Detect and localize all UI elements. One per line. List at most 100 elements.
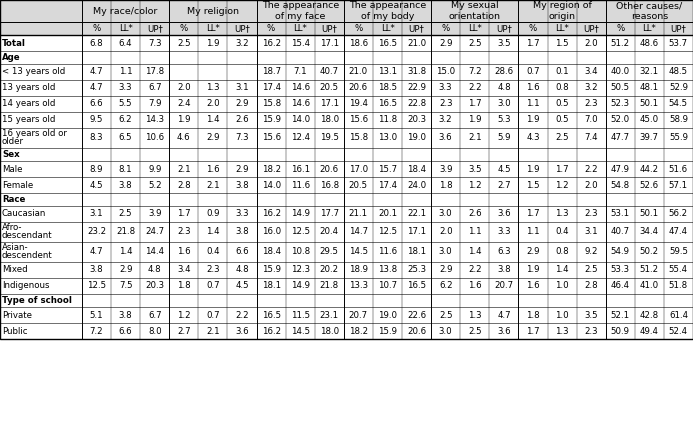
Text: 3.6: 3.6: [439, 133, 453, 142]
Bar: [431, 177, 518, 193]
Text: UP†: UP†: [584, 24, 599, 33]
Bar: [256, 128, 344, 148]
Text: %: %: [179, 24, 188, 33]
Text: 7.9: 7.9: [148, 100, 161, 109]
Bar: [606, 112, 693, 128]
Bar: [606, 128, 693, 148]
Bar: [0, 112, 82, 128]
Bar: [0, 0, 82, 22]
Bar: [169, 148, 256, 161]
Text: 25.3: 25.3: [407, 265, 426, 275]
Text: 2.9: 2.9: [439, 39, 453, 48]
Text: 2.1: 2.1: [177, 165, 191, 174]
Bar: [82, 278, 169, 294]
Text: 12.5: 12.5: [378, 227, 397, 236]
Text: 1.7: 1.7: [526, 39, 540, 48]
Text: 3.0: 3.0: [439, 248, 453, 256]
Text: 51.6: 51.6: [669, 165, 688, 174]
Text: 21.8: 21.8: [319, 281, 339, 291]
Text: 19.4: 19.4: [349, 100, 368, 109]
Text: 2.3: 2.3: [439, 100, 453, 109]
Bar: [547, 22, 577, 35]
Text: 18.6: 18.6: [349, 39, 368, 48]
Text: 6.7: 6.7: [148, 310, 161, 320]
Text: 15.6: 15.6: [261, 133, 281, 142]
Text: 10.8: 10.8: [290, 248, 310, 256]
Text: 5.9: 5.9: [497, 133, 511, 142]
Bar: [82, 112, 169, 128]
Text: 1.4: 1.4: [468, 248, 482, 256]
Text: 15.8: 15.8: [349, 133, 368, 142]
Text: 15.0: 15.0: [436, 68, 455, 77]
Text: 16.5: 16.5: [378, 100, 397, 109]
Text: 23.2: 23.2: [87, 227, 106, 236]
Bar: [0, 307, 82, 323]
Text: 52.0: 52.0: [611, 116, 630, 125]
Bar: [518, 112, 606, 128]
Text: 3.1: 3.1: [89, 210, 103, 219]
Text: < 13 years old: < 13 years old: [2, 68, 65, 77]
Text: 3.8: 3.8: [119, 181, 132, 190]
Text: 0.4: 0.4: [555, 227, 569, 236]
Text: 1.2: 1.2: [555, 181, 569, 190]
Bar: [606, 307, 693, 323]
Bar: [518, 323, 606, 339]
Text: 55.4: 55.4: [669, 265, 688, 275]
Bar: [344, 177, 431, 193]
Bar: [169, 128, 256, 148]
Text: 17.8: 17.8: [145, 68, 164, 77]
Bar: [82, 148, 169, 161]
Bar: [344, 96, 431, 112]
Bar: [431, 242, 518, 262]
Bar: [256, 278, 344, 294]
Bar: [0, 294, 82, 307]
Text: 2.0: 2.0: [584, 181, 598, 190]
Bar: [431, 64, 518, 80]
Bar: [0, 161, 82, 177]
Bar: [606, 148, 693, 161]
Bar: [82, 0, 169, 22]
Text: UP†: UP†: [234, 24, 250, 33]
Bar: [344, 193, 431, 206]
Text: 18.0: 18.0: [319, 326, 339, 336]
Text: 5.3: 5.3: [497, 116, 511, 125]
Text: 14.5: 14.5: [290, 326, 310, 336]
Text: 3.5: 3.5: [468, 165, 482, 174]
Bar: [431, 262, 518, 278]
Bar: [82, 64, 169, 80]
Bar: [169, 64, 256, 80]
Text: 0.8: 0.8: [555, 84, 569, 93]
Bar: [606, 323, 693, 339]
Text: 14.6: 14.6: [290, 84, 310, 93]
Text: 1.3: 1.3: [468, 310, 482, 320]
Bar: [82, 193, 169, 206]
Text: Private: Private: [2, 310, 32, 320]
Bar: [606, 22, 635, 35]
Text: 54.5: 54.5: [669, 100, 688, 109]
Text: 3.2: 3.2: [235, 39, 249, 48]
Text: 20.1: 20.1: [378, 210, 397, 219]
Text: 14.9: 14.9: [291, 281, 310, 291]
Bar: [0, 278, 82, 294]
Text: 15.9: 15.9: [262, 265, 281, 275]
Text: 4.3: 4.3: [526, 133, 540, 142]
Text: 0.7: 0.7: [206, 310, 220, 320]
Text: 5.1: 5.1: [89, 310, 103, 320]
Text: 40.7: 40.7: [611, 227, 630, 236]
Text: 20.5: 20.5: [319, 84, 339, 93]
Bar: [431, 128, 518, 148]
Bar: [344, 35, 431, 51]
Text: 21.8: 21.8: [116, 227, 135, 236]
Text: Sex: Sex: [2, 150, 19, 159]
Bar: [431, 222, 518, 242]
Text: 3.3: 3.3: [235, 210, 249, 219]
Bar: [256, 323, 344, 339]
Text: 11.6: 11.6: [378, 248, 397, 256]
Text: 1.6: 1.6: [526, 84, 540, 93]
Text: 15.8: 15.8: [261, 100, 281, 109]
Text: 21.0: 21.0: [349, 68, 368, 77]
Text: 28.6: 28.6: [494, 68, 514, 77]
Text: 51.2: 51.2: [640, 265, 659, 275]
Text: 2.0: 2.0: [584, 39, 598, 48]
Text: 1.8: 1.8: [177, 281, 191, 291]
